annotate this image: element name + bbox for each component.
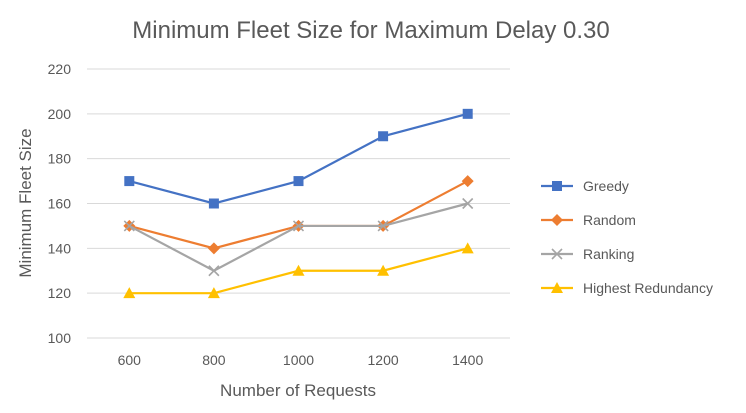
data-point [461, 175, 474, 188]
legend-label: Ranking [583, 246, 634, 262]
data-point [207, 287, 220, 299]
legend-item: Greedy [541, 178, 629, 194]
legend-item: Ranking [541, 246, 634, 262]
data-point [377, 220, 389, 232]
x-tick-label: 800 [202, 352, 226, 368]
data-point [123, 287, 136, 299]
series-ranking [123, 197, 474, 277]
y-tick-label: 220 [48, 61, 72, 77]
legend: Greedy Random Ranking Highest Redundancy [541, 178, 713, 296]
x-tick-label: 600 [118, 352, 142, 368]
data-point [377, 264, 390, 276]
data-point [292, 264, 305, 276]
x-tick-label: 1400 [452, 352, 483, 368]
data-point [461, 242, 474, 254]
legend-item: Highest Redundancy [541, 280, 713, 296]
y-tick-label: 100 [48, 330, 72, 346]
series-greedy [124, 108, 473, 209]
series-group [123, 108, 474, 299]
chart-title: Minimum Fleet Size for Maximum Delay 0.3… [132, 17, 609, 44]
y-tick-label: 140 [48, 240, 72, 256]
series-line [129, 180, 469, 250]
legend-label: Random [583, 212, 636, 228]
legend-marker [551, 214, 563, 226]
data-point [123, 220, 135, 232]
legend-label: Greedy [583, 178, 629, 194]
legend-label: Highest Redundancy [583, 280, 713, 296]
data-point [378, 131, 389, 142]
legend-item: Random [541, 212, 636, 228]
x-axis-ticks: 600 800 1000 1200 1400 [118, 352, 484, 368]
y-tick-label: 160 [48, 196, 72, 212]
data-point [293, 176, 304, 187]
data-point [208, 265, 220, 277]
x-tick-label: 1000 [283, 352, 314, 368]
legend-marker [551, 282, 563, 293]
data-point [462, 108, 473, 119]
y-tick-label: 200 [48, 106, 72, 122]
series-highest-redundancy [123, 242, 474, 299]
data-point [462, 197, 474, 210]
x-axis-label: Number of Requests [220, 381, 376, 400]
y-tick-label: 120 [48, 285, 72, 301]
legend-marker [551, 248, 563, 260]
y-axis-ticks: 100 120 140 160 180 200 220 [48, 61, 72, 346]
gridlines [87, 68, 510, 294]
x-tick-label: 1200 [368, 352, 399, 368]
data-point [124, 176, 135, 187]
data-point [292, 220, 305, 232]
data-point [207, 242, 220, 255]
legend-marker [552, 181, 562, 191]
y-axis-label: Minimum Fleet Size [16, 128, 35, 277]
data-point [208, 198, 219, 209]
y-tick-label: 180 [48, 151, 72, 167]
